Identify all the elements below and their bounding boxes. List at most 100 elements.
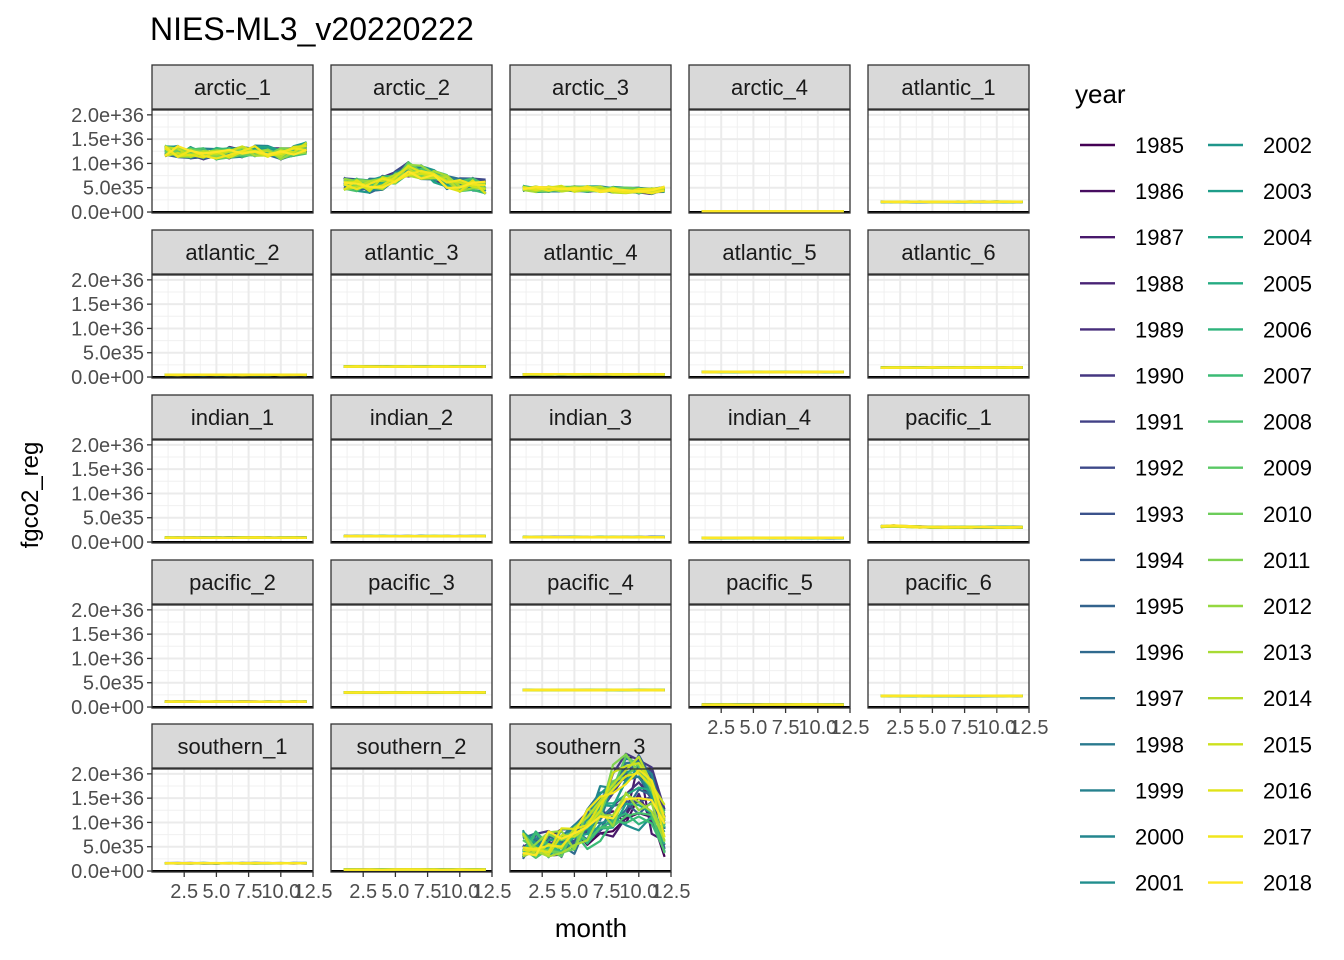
legend-label-2006: 2006 — [1263, 317, 1312, 342]
facet-strip-label: atlantic_4 — [543, 240, 637, 265]
facet-strip-label: atlantic_5 — [722, 240, 816, 265]
panel-border — [867, 604, 1030, 709]
legend-label-1997: 1997 — [1135, 686, 1184, 711]
x-tick-label: 10.0 — [261, 881, 300, 903]
legend-label-1988: 1988 — [1135, 271, 1184, 296]
series-line-2018 — [522, 797, 666, 857]
facet-panel-atlantic_1: atlantic_1 — [867, 64, 1030, 214]
legend-label-2000: 2000 — [1135, 825, 1184, 850]
facet-strip-label: arctic_2 — [373, 75, 450, 100]
facet-strip — [151, 723, 314, 769]
panel-border — [151, 274, 314, 379]
facet-panel-atlantic_2: atlantic_2 0.0e+005.0e35 1.0e+361.5e+362.0… — [71, 229, 314, 389]
legend-label-2013: 2013 — [1263, 640, 1312, 665]
y-tick-label: 2.0e+36 — [71, 600, 144, 622]
y-tick-label: 5.0e35 — [83, 837, 144, 859]
legend-label-2010: 2010 — [1263, 502, 1312, 527]
series-line-2017 — [343, 169, 486, 191]
legend-label-1986: 1986 — [1135, 179, 1184, 204]
series-line-2016 — [522, 771, 666, 854]
y-tick-label: 1.0e+36 — [71, 318, 144, 340]
facet-panel-atlantic_6: atlantic_6 — [867, 229, 1030, 379]
panel-border — [509, 274, 672, 379]
legend-title: year — [1075, 79, 1126, 109]
panel-border — [330, 109, 493, 214]
legend-label-2012: 2012 — [1263, 594, 1312, 619]
panel-border — [867, 109, 1030, 214]
legend: year 1985 1986 1987 1988 1989 1990 1991 1992 199… — [1075, 79, 1312, 896]
legend-label-2014: 2014 — [1263, 686, 1312, 711]
legend-label-2002: 2002 — [1263, 133, 1312, 158]
facet-strip-label: pacific_1 — [905, 405, 992, 430]
panel-border — [330, 274, 493, 379]
panel-border — [509, 109, 672, 214]
series-line-2017 — [522, 768, 666, 851]
facet-strip-label: indian_2 — [370, 405, 453, 430]
facet-panel-pacific_1: pacific_1 — [867, 394, 1030, 544]
panel-border — [151, 109, 314, 214]
y-tick-label: 5.0e35 — [83, 343, 144, 365]
facet-panel-arctic_2: arctic_2 — [330, 64, 493, 214]
facet-panel-pacific_4: pacific_4 — [509, 559, 672, 709]
series-line-2018 — [164, 145, 307, 157]
series-line-2018 — [880, 200, 1023, 204]
y-tick-label: 5.0e35 — [83, 673, 144, 695]
legend-label-1995: 1995 — [1135, 594, 1184, 619]
facet-strip — [330, 394, 493, 440]
facet-strip — [688, 394, 851, 440]
facet-strip — [151, 394, 314, 440]
facet-strip-label: southern_1 — [177, 734, 287, 759]
facet-strip-label: atlantic_6 — [901, 240, 995, 265]
y-tick-label: 0.0e+00 — [71, 532, 144, 554]
facet-panel-southern_3: southern_32.5 5.0 7.510.012.5 — [509, 723, 690, 903]
facet-panel-pacific_6: pacific_6 2.5 5.0 7.510.012.5 — [867, 559, 1048, 739]
legend-label-1989: 1989 — [1135, 317, 1184, 342]
facet-strip — [867, 64, 1030, 110]
legend-label-2005: 2005 — [1263, 271, 1312, 296]
legend-label-2004: 2004 — [1263, 225, 1312, 250]
x-tick-label: 5.0 — [739, 717, 767, 739]
series-line-2018 — [522, 688, 665, 692]
facet-strip-label: indian_1 — [191, 405, 274, 430]
legend-label-1999: 1999 — [1135, 778, 1184, 803]
legend-label-2011: 2011 — [1263, 548, 1310, 573]
facet-strip-label: pacific_4 — [547, 570, 634, 595]
facet-strip-label: indian_4 — [728, 405, 811, 430]
series-line-2016 — [343, 164, 487, 195]
x-tick-label: 2.5 — [707, 717, 735, 739]
facet-strip — [330, 723, 493, 769]
x-tick-label: 10.0 — [619, 881, 658, 903]
legend-label-1993: 1993 — [1135, 502, 1184, 527]
x-tick-label: 10.0 — [440, 881, 479, 903]
legend-label-2017: 2017 — [1263, 825, 1312, 850]
facet-strip — [330, 559, 493, 605]
facet-strip — [509, 559, 672, 605]
facet-panel-indian_3: indian_3 — [509, 394, 672, 544]
legend-label-2009: 2009 — [1263, 456, 1312, 481]
y-axis-label: fgco2_reg — [17, 442, 44, 549]
legend-label-2008: 2008 — [1263, 410, 1312, 435]
y-tick-label: 0.0e+00 — [71, 202, 144, 224]
facet-panels: arctic_10.0e+005.0e351.0e+361.5e+362.0e+… — [71, 64, 1048, 903]
facet-strip-label: arctic_1 — [194, 75, 271, 100]
series-line-2018 — [880, 366, 1023, 369]
x-tick-label: 7.5 — [235, 881, 263, 903]
y-tick-label: 2.0e+36 — [71, 435, 144, 457]
chart-title: NIES-ML3_v20220222 — [150, 11, 474, 47]
series-line-2018 — [522, 185, 665, 193]
facet-panel-pacific_3: pacific_3 — [330, 559, 493, 709]
legend-label-1996: 1996 — [1135, 640, 1184, 665]
facet-panel-southern_2: southern_2 2.5 5.0 7.510.012.5 — [330, 723, 511, 903]
x-tick-label: 12.5 — [294, 881, 333, 903]
x-tick-label: 2.5 — [886, 717, 914, 739]
facet-panel-pacific_2: pacific_2 0.0e+005.0e35 1.0e+361.5e+362.0e… — [71, 559, 314, 719]
y-tick-label: 5.0e35 — [83, 178, 144, 200]
series-line-2018 — [701, 370, 844, 374]
y-tick-label: 1.5e+36 — [71, 459, 144, 481]
facet-panel-atlantic_4: atlantic_4 — [509, 229, 672, 379]
legend-label-2001: 2001 — [1135, 871, 1184, 896]
x-tick-label: 2.5 — [170, 881, 198, 903]
facet-strip — [509, 394, 672, 440]
series-line-2018 — [343, 170, 486, 189]
panel-border — [867, 274, 1030, 379]
